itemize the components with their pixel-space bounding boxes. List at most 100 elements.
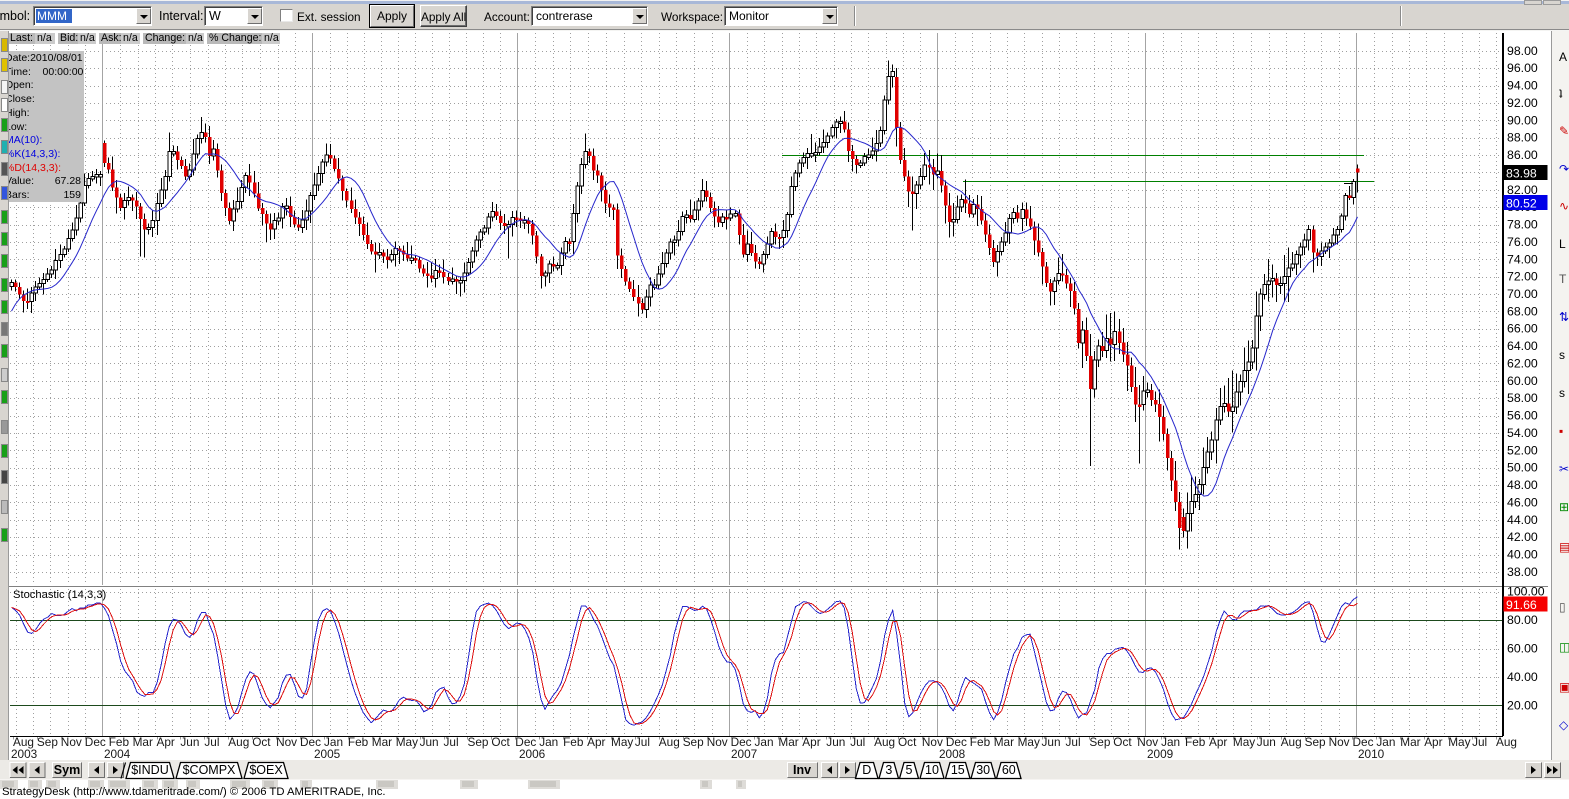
svg-text:2007: 2007 xyxy=(731,747,757,761)
svg-text:94.00: 94.00 xyxy=(1507,79,1538,93)
svg-text:70.00: 70.00 xyxy=(1507,287,1538,301)
svg-text:Jul: Jul xyxy=(635,735,650,749)
svg-text:Jul: Jul xyxy=(1472,735,1487,749)
svg-text:38.00: 38.00 xyxy=(1507,565,1538,579)
svg-text:Aug: Aug xyxy=(1496,735,1517,749)
svg-text:2005: 2005 xyxy=(314,747,341,761)
svg-text:Jul: Jul xyxy=(204,735,219,749)
svg-text:48.00: 48.00 xyxy=(1507,478,1538,492)
svg-text:May: May xyxy=(396,735,418,749)
svg-text:Jan: Jan xyxy=(755,735,774,749)
svg-text:Dec: Dec xyxy=(731,735,752,749)
svg-text:Feb: Feb xyxy=(1185,735,1206,749)
svg-text:May: May xyxy=(1448,735,1470,749)
svg-text:20.00: 20.00 xyxy=(1507,698,1538,712)
svg-text:Nov: Nov xyxy=(61,735,82,749)
svg-text:Sep: Sep xyxy=(1089,735,1110,749)
svg-text:Mar: Mar xyxy=(133,735,153,749)
svg-text:Jan: Jan xyxy=(1376,735,1395,749)
svg-text:Dec: Dec xyxy=(946,735,967,749)
svg-text:Nov: Nov xyxy=(922,735,943,749)
svg-text:Stochastic (14,3,3): Stochastic (14,3,3) xyxy=(13,589,107,601)
svg-text:72.00: 72.00 xyxy=(1507,270,1538,284)
svg-text:2008: 2008 xyxy=(939,747,966,761)
svg-text:52.00: 52.00 xyxy=(1507,443,1538,457)
svg-text:2010: 2010 xyxy=(1358,747,1385,761)
svg-text:30: 30 xyxy=(976,763,990,777)
svg-text:Nov: Nov xyxy=(707,735,728,749)
svg-text:Nov: Nov xyxy=(1329,735,1350,749)
svg-text:Feb: Feb xyxy=(109,735,130,749)
svg-text:May: May xyxy=(1018,735,1040,749)
svg-text:Mar: Mar xyxy=(1400,735,1420,749)
svg-text:$COMPX: $COMPX xyxy=(183,763,236,777)
svg-text:Mar: Mar xyxy=(778,735,798,749)
svg-text:92.00: 92.00 xyxy=(1507,96,1538,110)
svg-text:Nov: Nov xyxy=(276,735,297,749)
svg-text:2003: 2003 xyxy=(11,747,38,761)
svg-text:Aug: Aug xyxy=(228,735,249,749)
svg-text:Sep: Sep xyxy=(683,735,704,749)
svg-text:Feb: Feb xyxy=(970,735,991,749)
svg-text:Jan: Jan xyxy=(1161,735,1180,749)
svg-text:Apr: Apr xyxy=(1209,735,1227,749)
svg-text:$INDU: $INDU xyxy=(131,763,169,777)
svg-text:96.00: 96.00 xyxy=(1507,61,1538,75)
svg-text:Jan: Jan xyxy=(324,735,343,749)
svg-text:5: 5 xyxy=(906,763,913,777)
svg-text:Jan: Jan xyxy=(539,735,558,749)
svg-text:2004: 2004 xyxy=(104,747,131,761)
svg-text:Apr: Apr xyxy=(157,735,175,749)
svg-text:60.00: 60.00 xyxy=(1507,374,1538,388)
svg-text:Dec: Dec xyxy=(515,735,536,749)
svg-text:Aug: Aug xyxy=(659,735,680,749)
svg-text:Dec: Dec xyxy=(1353,735,1374,749)
svg-text:May: May xyxy=(1233,735,1255,749)
svg-text:98.00: 98.00 xyxy=(1507,44,1538,58)
svg-text:76.00: 76.00 xyxy=(1507,235,1538,249)
svg-text:56.00: 56.00 xyxy=(1507,409,1538,423)
svg-text:46.00: 46.00 xyxy=(1507,496,1538,510)
svg-text:40.00: 40.00 xyxy=(1507,548,1538,562)
svg-text:88.00: 88.00 xyxy=(1507,131,1538,145)
svg-text:2009: 2009 xyxy=(1147,747,1173,761)
svg-text:2006: 2006 xyxy=(519,747,546,761)
svg-text:Sym: Sym xyxy=(54,763,80,777)
svg-text:Jun: Jun xyxy=(826,735,845,749)
svg-text:Mar: Mar xyxy=(994,735,1014,749)
svg-text:Jul: Jul xyxy=(444,735,459,749)
svg-text:$OEX: $OEX xyxy=(249,763,283,777)
svg-text:68.00: 68.00 xyxy=(1507,304,1538,318)
svg-text:64.00: 64.00 xyxy=(1507,339,1538,353)
svg-text:Dec: Dec xyxy=(300,735,321,749)
svg-text:Oct: Oct xyxy=(898,735,917,749)
svg-text:Feb: Feb xyxy=(348,735,369,749)
svg-text:Jun: Jun xyxy=(1257,735,1276,749)
svg-text:74.00: 74.00 xyxy=(1507,252,1538,266)
svg-text:80.00: 80.00 xyxy=(1507,613,1538,627)
svg-text:Nov: Nov xyxy=(1137,735,1158,749)
svg-text:Sep: Sep xyxy=(468,735,489,749)
svg-text:100.00: 100.00 xyxy=(1507,585,1545,599)
svg-text:StrategyDesk (http://www.tdame: StrategyDesk (http://www.tdameritrade.co… xyxy=(2,786,386,798)
svg-text:66.00: 66.00 xyxy=(1507,322,1538,336)
svg-text:D: D xyxy=(862,763,871,777)
svg-text:90.00: 90.00 xyxy=(1507,113,1538,127)
svg-text:Jul: Jul xyxy=(1066,735,1081,749)
svg-text:Jun: Jun xyxy=(180,735,199,749)
svg-text:Oct: Oct xyxy=(491,735,510,749)
svg-text:42.00: 42.00 xyxy=(1507,530,1538,544)
svg-text:Aug: Aug xyxy=(13,735,34,749)
svg-text:Mar: Mar xyxy=(372,735,392,749)
svg-text:78.00: 78.00 xyxy=(1507,218,1538,232)
svg-text:Sep: Sep xyxy=(37,735,58,749)
svg-text:40.00: 40.00 xyxy=(1507,670,1538,684)
svg-text:Aug: Aug xyxy=(874,735,895,749)
svg-text:86.00: 86.00 xyxy=(1507,148,1538,162)
svg-text:62.00: 62.00 xyxy=(1507,357,1538,371)
svg-text:3: 3 xyxy=(885,763,892,777)
svg-text:Apr: Apr xyxy=(802,735,820,749)
svg-text:60: 60 xyxy=(1002,763,1016,777)
svg-text:54.00: 54.00 xyxy=(1507,426,1538,440)
svg-text:82.00: 82.00 xyxy=(1507,183,1538,197)
